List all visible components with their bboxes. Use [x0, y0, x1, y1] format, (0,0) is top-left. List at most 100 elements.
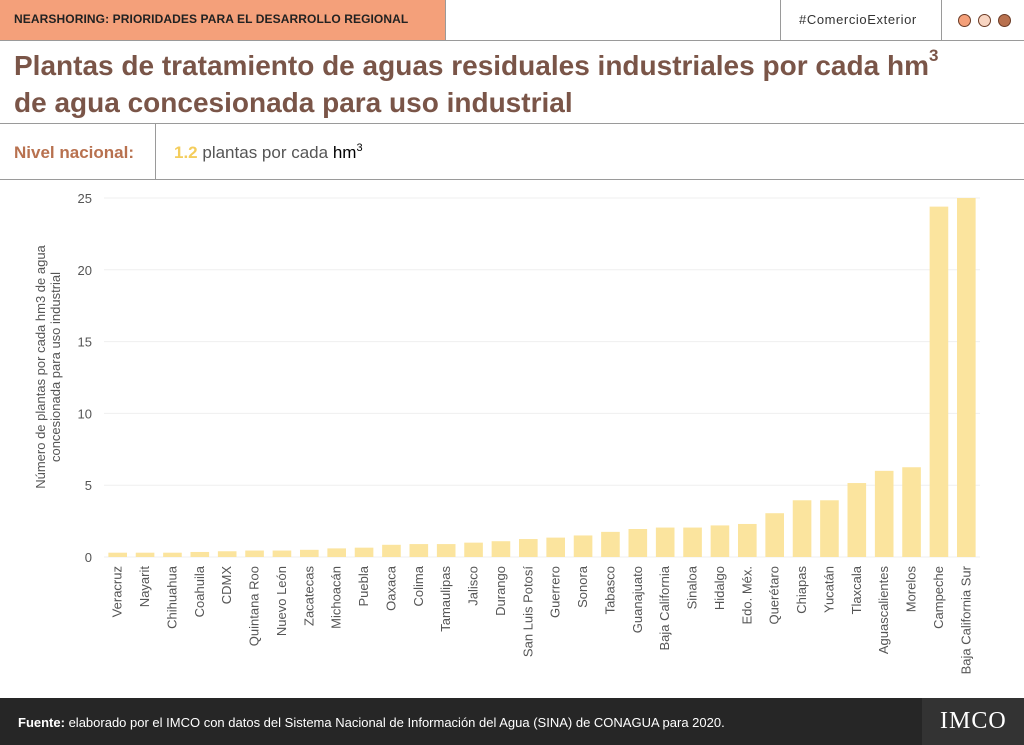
bar	[464, 542, 483, 557]
x-tick-label: Nayarit	[137, 566, 152, 608]
bar	[573, 535, 593, 557]
x-tick-label: Durango	[493, 566, 508, 616]
bar	[929, 206, 949, 557]
y-axis-title: Número de plantas por cada hm3 de aguaco…	[33, 244, 63, 488]
x-tick-label: Veracruz	[110, 566, 125, 617]
x-tick-label: Aguascalientes	[876, 566, 891, 655]
section-tag-label: NEARSHORING: PRIORIDADES PARA EL DESARRO…	[14, 12, 409, 26]
y-tick-label: 5	[85, 478, 92, 493]
bar	[765, 513, 784, 557]
national-level-value: 1.2 plantas por cada hm3	[174, 143, 363, 163]
bar	[190, 551, 210, 557]
title-line-1: Plantas de tratamiento de aguas residual…	[14, 50, 929, 81]
divider	[155, 124, 156, 179]
logo-text: IMCO	[940, 708, 1007, 734]
national-value-unit: hm	[332, 143, 357, 162]
bar	[163, 552, 182, 557]
bar	[738, 523, 757, 557]
bar	[601, 531, 620, 557]
x-tick-label: Zacatecas	[301, 566, 316, 626]
y-axis-title-line-1: Número de plantas por cada hm3 de agua	[33, 244, 48, 488]
section-tag: NEARSHORING: PRIORIDADES PARA EL DESARRO…	[0, 0, 446, 40]
bar	[628, 528, 648, 557]
bar	[902, 467, 921, 557]
x-tick-label: Tabasco	[602, 566, 617, 614]
x-tick-label: Tlaxcala	[849, 565, 864, 614]
x-tick-label: San Luis Potosí	[520, 566, 535, 657]
bar	[957, 198, 976, 557]
bar	[546, 537, 565, 557]
national-level-bar: Nivel nacional: 1.2 plantas por cada hm3	[0, 123, 1024, 180]
x-tick-label: Colima	[411, 565, 426, 606]
control-dot-1	[958, 14, 971, 27]
x-tick-label: Oaxaca	[383, 565, 398, 611]
x-tick-label: Edo. Méx.	[739, 566, 754, 625]
x-tick-label: Hidalgo	[712, 566, 727, 610]
bar	[710, 525, 730, 557]
bar	[519, 539, 538, 557]
title-line-2: de agua concesionada para uso industrial	[14, 87, 573, 118]
bar	[135, 552, 155, 557]
x-tick-label: Michoacán	[329, 566, 344, 629]
bar	[382, 544, 401, 557]
bar	[300, 549, 319, 557]
bar	[683, 527, 702, 557]
x-tick-label: Chihuahua	[164, 565, 179, 629]
y-tick-label: 25	[78, 191, 92, 206]
source-note: Fuente: elaborado por el IMCO con datos …	[18, 715, 725, 730]
x-tick-label: CDMX	[219, 566, 234, 605]
footer: Fuente: elaborado por el IMCO con datos …	[0, 698, 1024, 745]
x-tick-label: Jalisco	[466, 566, 481, 606]
hashtag-label: #ComercioExterior	[799, 12, 917, 27]
x-tick-label: Coahuila	[192, 565, 207, 617]
national-value-number: 1.2	[174, 143, 198, 162]
source-text: elaborado por el IMCO con datos del Sist…	[68, 715, 725, 730]
source-label: Fuente:	[18, 715, 65, 730]
x-tick-label: Querétaro	[767, 566, 782, 625]
page-title: Plantas de tratamiento de aguas residual…	[14, 47, 1014, 121]
bar	[272, 550, 292, 557]
y-tick-label: 0	[85, 550, 92, 565]
title-superscript: 3	[928, 46, 939, 65]
bar-chart: 0 5 10 15 20 25 Veracruz Nayarit Chihuahua Coahui…	[33, 191, 980, 674]
x-tick-label: Chiapas	[794, 566, 809, 614]
y-axis-title-line-2: concesionada para uso industrial	[48, 272, 63, 462]
x-tick-label: Campeche	[931, 566, 946, 629]
y-tick-label: 15	[78, 335, 92, 350]
national-level-label: Nivel nacional:	[14, 143, 134, 162]
bar	[354, 547, 374, 557]
x-tick-label: Guerrero	[548, 566, 563, 618]
bar	[245, 550, 264, 557]
y-tick-label: 20	[78, 263, 92, 278]
x-tick-label: Nuevo León	[274, 566, 289, 636]
bar	[655, 527, 675, 557]
top-bar: NEARSHORING: PRIORIDADES PARA EL DESARRO…	[0, 0, 1024, 41]
bar	[820, 500, 839, 557]
control-dot-3	[998, 14, 1011, 27]
hashtag-tag: #ComercioExterior	[780, 0, 942, 40]
x-tick-label: Sinaloa	[685, 565, 700, 609]
bar	[327, 548, 346, 557]
control-dot-2	[978, 14, 991, 27]
x-tick-label: Morelos	[904, 566, 919, 613]
bar	[847, 483, 867, 557]
bar	[436, 544, 456, 557]
x-tick-label: Yucatán	[821, 566, 836, 613]
x-tick-label: Baja California	[657, 565, 672, 650]
x-tick-label: Guanajuato	[630, 566, 645, 633]
x-tick-label: Quintana Roo	[247, 566, 262, 646]
y-tick-label: 10	[78, 406, 92, 421]
national-value-sup: 3	[356, 142, 363, 154]
bar	[217, 551, 237, 557]
national-value-text: plantas por cada	[202, 143, 329, 162]
bar	[108, 552, 127, 557]
bar	[792, 500, 812, 557]
bar	[409, 544, 429, 557]
bar	[874, 470, 894, 557]
x-tick-label: Puebla	[356, 565, 371, 606]
x-tick-label: Tamaulipas	[438, 566, 453, 632]
imco-logo: IMCO	[922, 698, 1024, 745]
x-tick-label: Baja California Sur	[958, 565, 973, 674]
bar	[491, 541, 511, 557]
x-tick-label: Sonora	[575, 565, 590, 608]
